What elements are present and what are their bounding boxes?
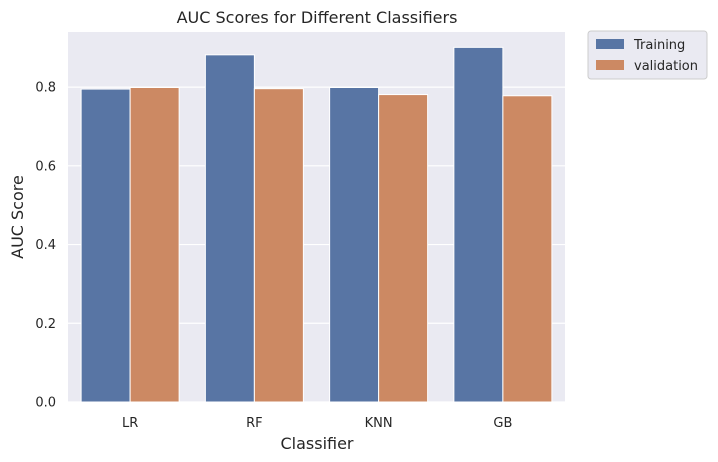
chart-title: AUC Scores for Different Classifiers	[177, 8, 458, 27]
bars-group	[80, 46, 553, 403]
legend-swatch-validation	[596, 60, 624, 70]
bar-validation-gb	[502, 95, 553, 403]
y-tick-label: 0.6	[35, 159, 56, 174]
legend-swatch-training	[596, 39, 624, 49]
legend-label-training: Training	[633, 38, 685, 53]
x-tick-label: RF	[246, 416, 263, 431]
y-tick-label: 0.0	[35, 396, 56, 411]
legend: Training validation	[587, 30, 708, 80]
x-tick-label: GB	[493, 416, 512, 431]
x-tick-labels: LR RF KNN GB	[122, 416, 512, 431]
bar-validation-rf	[253, 88, 304, 403]
y-tick-label: 0.8	[35, 81, 56, 96]
bar-training-gb	[453, 46, 504, 403]
bar-validation-knn	[378, 94, 429, 403]
x-tick-label: KNN	[365, 416, 393, 431]
x-tick-label: LR	[122, 416, 138, 431]
y-axis-label: AUC Score	[8, 175, 27, 259]
bar-training-knn	[329, 87, 380, 403]
bar-training-lr	[80, 88, 131, 403]
x-axis-label: Classifier	[280, 434, 353, 453]
bar-validation-lr	[129, 87, 180, 403]
y-tick-label: 0.2	[35, 317, 56, 332]
y-tick-label: 0.4	[35, 238, 56, 253]
legend-label-validation: validation	[634, 59, 698, 74]
y-tick-labels: 0.0 0.2 0.4 0.6 0.8	[35, 81, 56, 411]
bar-training-rf	[204, 54, 255, 403]
